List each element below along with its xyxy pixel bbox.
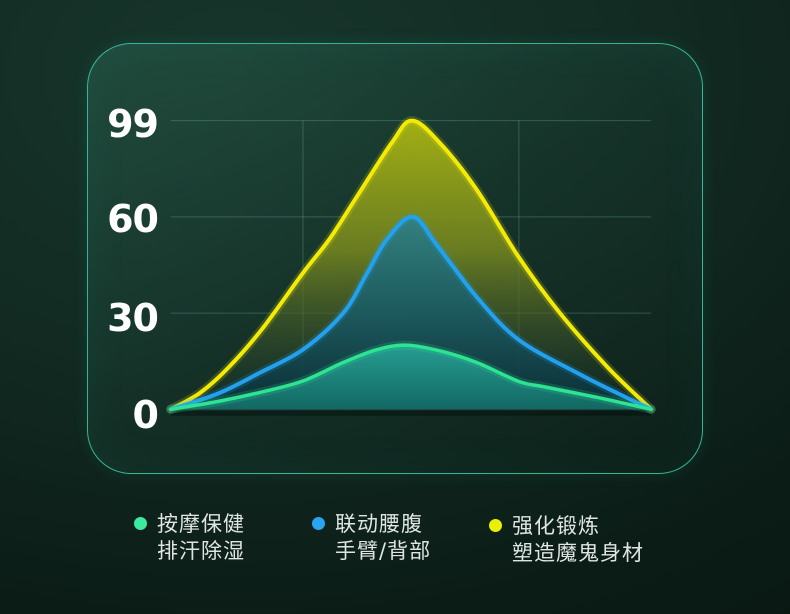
- legend-item-massage-health: 按摩保健 排汗除湿: [134, 511, 245, 565]
- chart-series: [166, 116, 656, 414]
- legend-dot-yellow-icon: [489, 519, 502, 532]
- legend-item-waist-abdomen: 联动腰腹 手臂/背部: [312, 511, 431, 565]
- legend-label-line1: 联动腰腹: [335, 512, 423, 536]
- y-tick-30: 30: [107, 296, 159, 340]
- chart-panel: 99 60 30 0: [87, 43, 703, 474]
- legend-label-line1: 按摩保健: [157, 512, 245, 536]
- legend-label-line2: 塑造魔鬼身材: [512, 541, 644, 565]
- area-chart: [166, 116, 656, 416]
- y-tick-0: 0: [132, 393, 159, 437]
- legend-label-line2: 手臂/背部: [335, 539, 432, 563]
- legend-label-line1: 强化锻炼: [512, 514, 600, 538]
- legend-label-line2: 排汗除湿: [157, 539, 245, 563]
- y-tick-60: 60: [107, 197, 159, 241]
- legend-dot-green-icon: [134, 517, 147, 530]
- y-tick-99: 99: [107, 102, 159, 146]
- legend-dot-blue-icon: [312, 517, 325, 530]
- legend-item-intensive-training: 强化锻炼 塑造魔鬼身材: [489, 513, 644, 567]
